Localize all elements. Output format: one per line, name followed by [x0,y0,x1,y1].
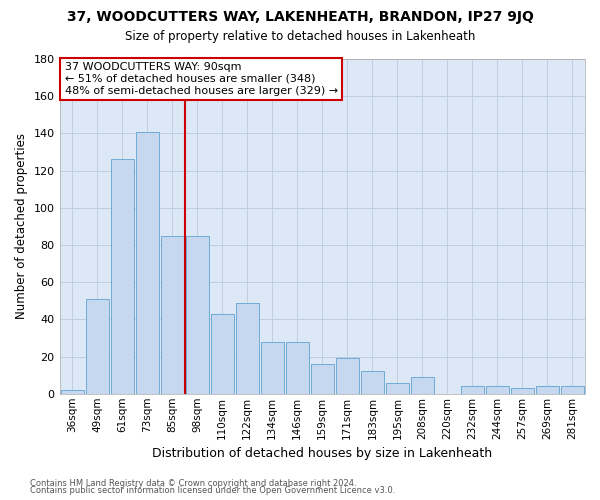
Bar [161,236,184,394]
Bar [211,314,233,394]
X-axis label: Distribution of detached houses by size in Lakenheath: Distribution of detached houses by size … [152,447,493,460]
Bar [110,160,134,394]
Text: 37 WOODCUTTERS WAY: 90sqm
← 51% of detached houses are smaller (348)
48% of semi: 37 WOODCUTTERS WAY: 90sqm ← 51% of detac… [65,62,338,96]
Bar [386,382,409,394]
Bar [136,132,158,394]
Bar [486,386,509,394]
Text: Contains public sector information licensed under the Open Government Licence v3: Contains public sector information licen… [30,486,395,495]
Bar [536,386,559,394]
Bar [411,377,434,394]
Text: Size of property relative to detached houses in Lakenheath: Size of property relative to detached ho… [125,30,475,43]
Bar [286,342,309,394]
Text: Contains HM Land Registry data © Crown copyright and database right 2024.: Contains HM Land Registry data © Crown c… [30,478,356,488]
Bar [86,299,109,394]
Bar [361,372,384,394]
Bar [61,390,83,394]
Text: 37, WOODCUTTERS WAY, LAKENHEATH, BRANDON, IP27 9JQ: 37, WOODCUTTERS WAY, LAKENHEATH, BRANDON… [67,10,533,24]
Bar [185,236,209,394]
Bar [461,386,484,394]
Bar [561,386,584,394]
Bar [511,388,534,394]
Bar [336,358,359,394]
Bar [311,364,334,394]
Y-axis label: Number of detached properties: Number of detached properties [15,134,28,320]
Bar [236,302,259,394]
Bar [261,342,284,394]
